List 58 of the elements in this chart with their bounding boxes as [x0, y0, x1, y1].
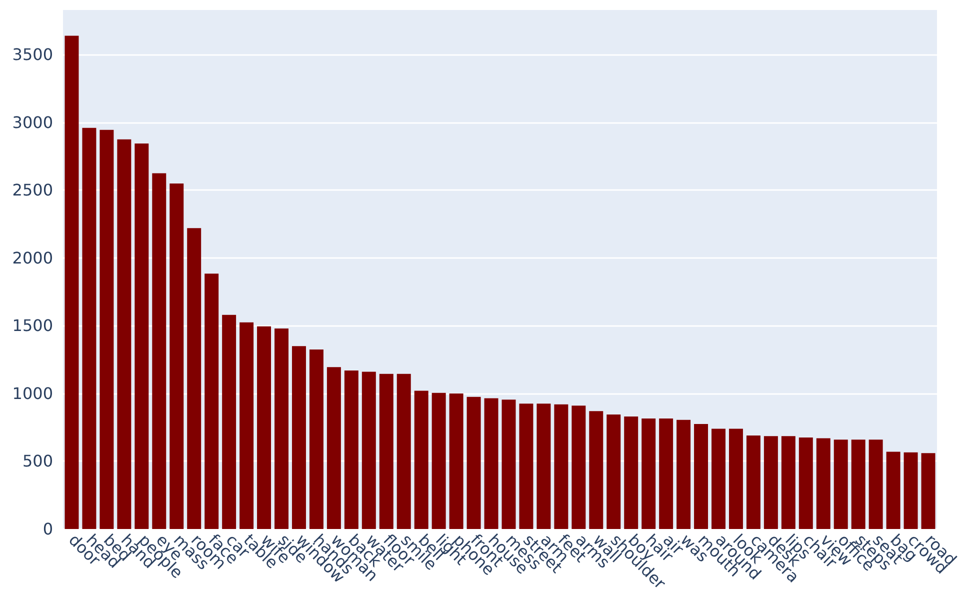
bar: [694, 424, 708, 529]
bar: [134, 143, 149, 529]
bar: [536, 404, 551, 529]
bar: [554, 404, 568, 529]
y-tick-label: 1500: [12, 316, 53, 336]
bar: [222, 314, 236, 529]
bar: [309, 349, 324, 529]
bar: [798, 438, 813, 529]
bar: [868, 440, 883, 529]
bar: [152, 173, 166, 529]
bar: [100, 130, 114, 529]
bar: [606, 414, 621, 529]
y-tick-label: 3000: [12, 112, 53, 132]
bar: [117, 139, 132, 529]
bar: [519, 404, 534, 529]
bar: [624, 416, 638, 529]
bar: [379, 374, 394, 529]
bar: [257, 326, 272, 529]
y-tick-label: 500: [22, 452, 53, 471]
bar: [589, 411, 604, 529]
y-tick-label: 2500: [12, 180, 53, 200]
bar: [362, 372, 376, 529]
bar: [396, 374, 411, 529]
bar: [466, 396, 481, 529]
bar: [642, 418, 656, 529]
bar: [886, 452, 900, 529]
bar: [187, 228, 202, 529]
y-tick-label: 0: [42, 520, 53, 538]
bar: [170, 183, 184, 529]
bar: [326, 367, 341, 529]
bar: [659, 418, 674, 529]
bar: [834, 440, 848, 529]
bar: [449, 393, 464, 529]
bar: [676, 420, 691, 529]
bar: [274, 328, 288, 529]
bar: [240, 322, 254, 529]
bar: [851, 440, 866, 529]
bar: [816, 438, 830, 529]
bar: [746, 436, 760, 529]
bar: [712, 428, 726, 529]
y-tick-label: 2000: [12, 248, 53, 268]
bar: [572, 406, 586, 529]
bar: [292, 346, 306, 529]
bar: [764, 436, 778, 529]
bar: [82, 128, 96, 529]
bar: [921, 453, 936, 529]
y-tick-label: 3500: [12, 45, 53, 64]
y-tick-label: 1000: [12, 384, 53, 403]
bar: [484, 398, 498, 529]
bar: [344, 370, 358, 529]
bar: [414, 390, 428, 529]
bar: [502, 400, 516, 529]
bar: [432, 392, 446, 529]
bar: [64, 36, 79, 529]
bar: [781, 436, 796, 529]
bar: [904, 452, 918, 529]
bar: [728, 428, 743, 529]
bar: [204, 274, 219, 529]
